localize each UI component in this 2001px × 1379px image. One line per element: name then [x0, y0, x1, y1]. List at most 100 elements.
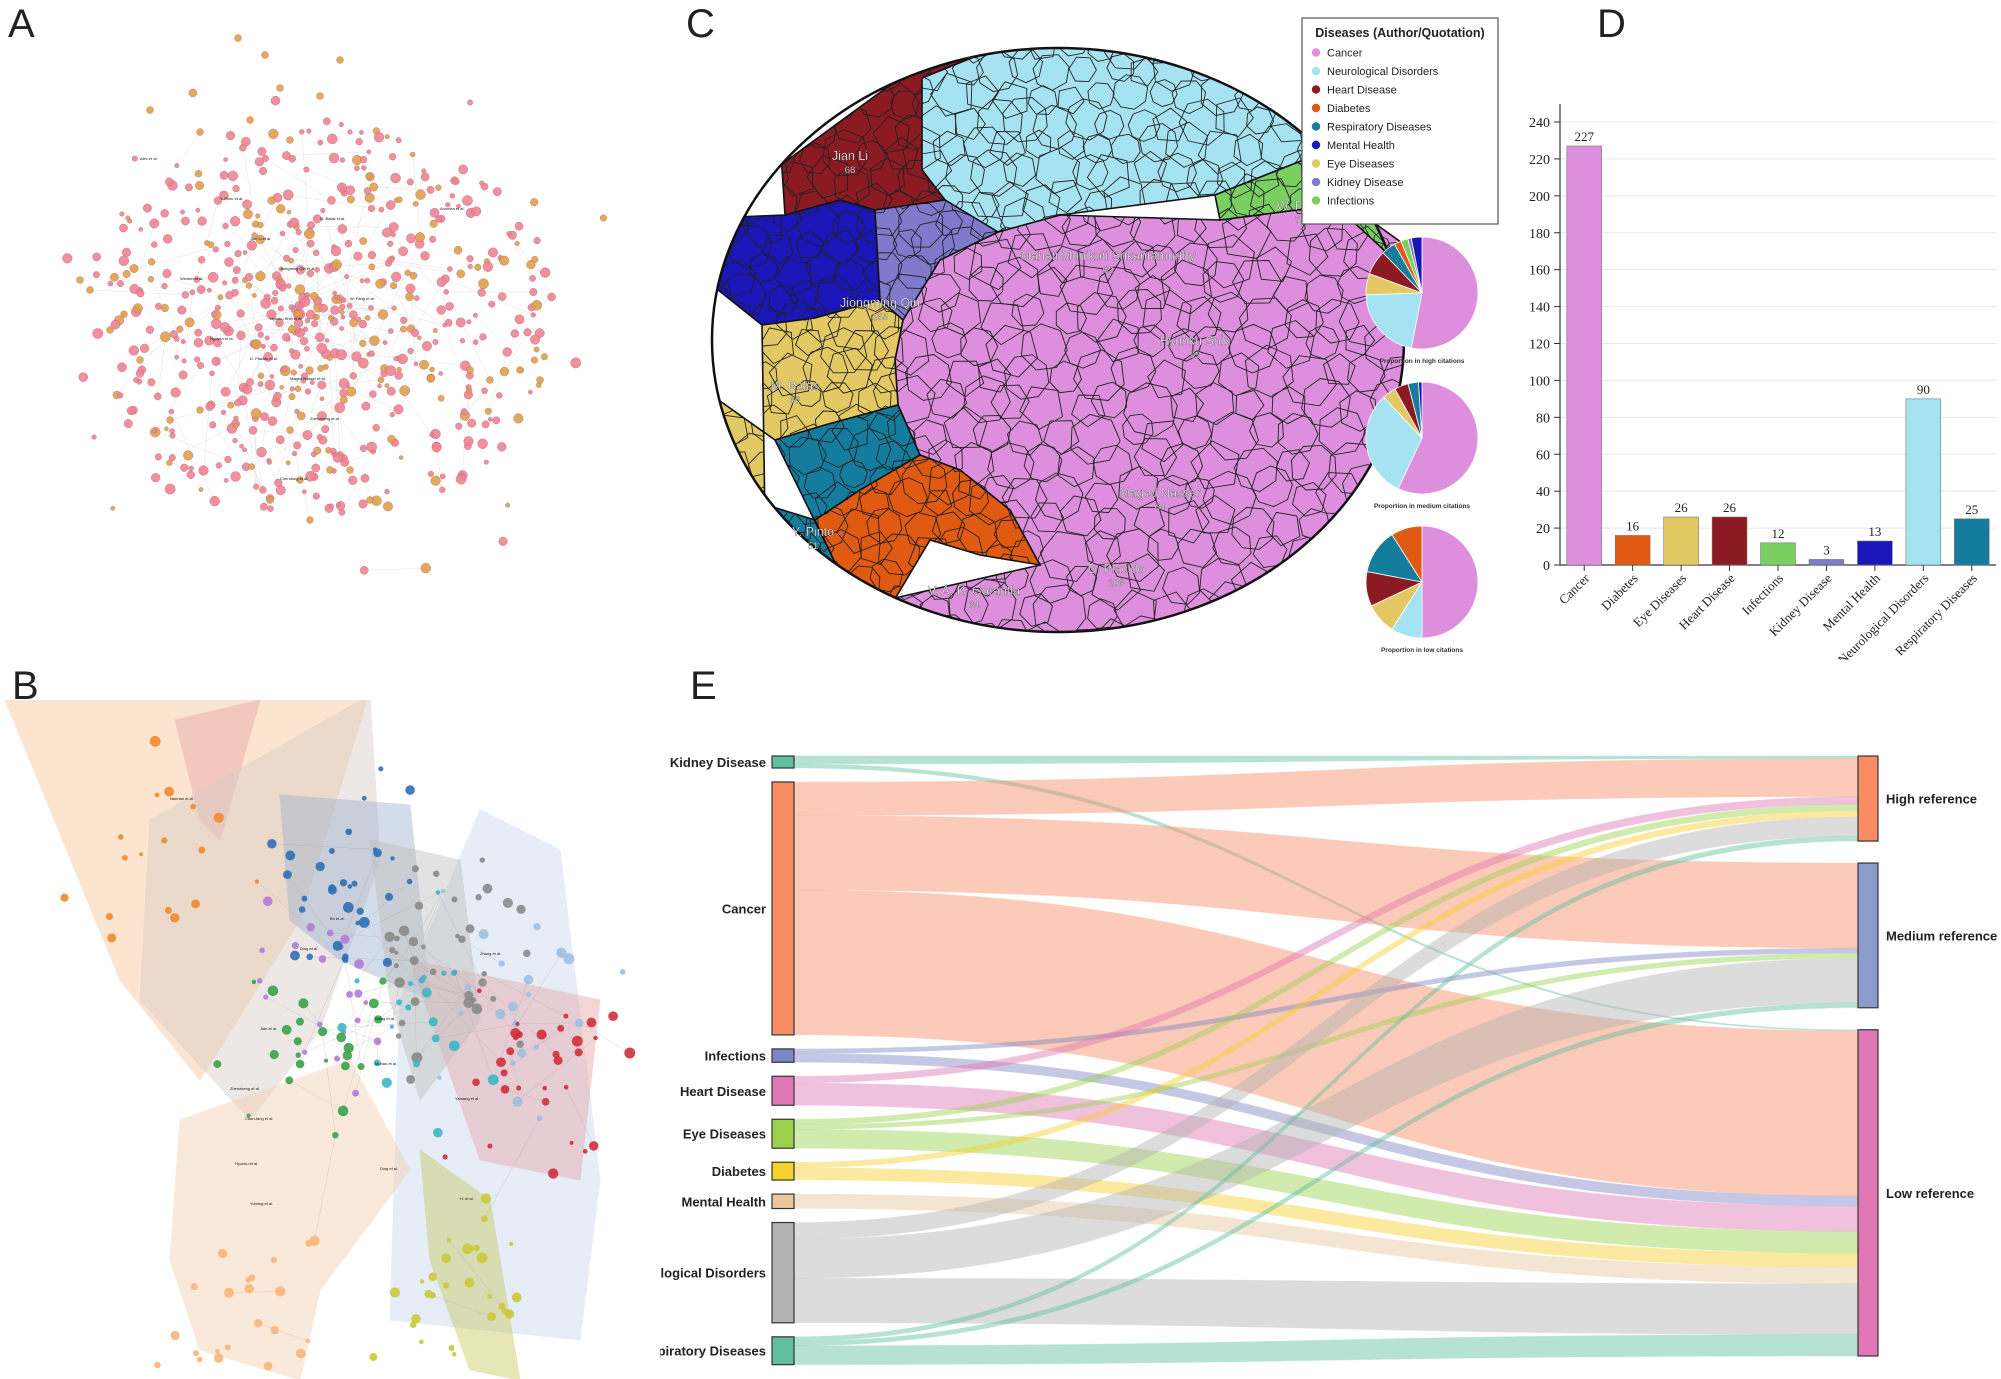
voronoi-cell [1165, 121, 1208, 168]
cluster-node [213, 1060, 222, 1068]
cluster-node [351, 880, 358, 887]
network-node [116, 280, 124, 288]
author-name: V. A. K. Gorantla [928, 584, 1020, 598]
panel-letter-c: C [686, 2, 715, 46]
network-node [455, 317, 466, 328]
network-node [466, 255, 474, 263]
cluster-node [398, 1019, 406, 1027]
sankey-source-node [771, 1048, 795, 1063]
network-node [529, 275, 536, 282]
network-edge [307, 266, 372, 296]
voronoi-cell [1141, 420, 1184, 463]
network-node [531, 300, 543, 311]
voronoi-cell [700, 489, 706, 520]
cluster-node [267, 838, 277, 849]
network-node [160, 303, 169, 313]
network-node [304, 345, 310, 352]
cluster-node [420, 944, 426, 950]
network-node [217, 294, 224, 301]
network-node [231, 276, 239, 284]
network-node [410, 328, 419, 337]
voronoi-cell [953, 48, 997, 64]
network-node [412, 200, 419, 207]
cluster-node [563, 1084, 569, 1090]
network-node [377, 383, 382, 389]
network-node [442, 322, 447, 328]
network-node [168, 454, 176, 462]
network-edge [436, 446, 443, 490]
cluster-edge [391, 982, 400, 1027]
cluster-node [337, 1105, 349, 1117]
network-edge [464, 390, 485, 416]
network-node [359, 130, 364, 135]
voronoi-cell [817, 427, 859, 468]
network-node [369, 182, 379, 192]
cluster-node [510, 1060, 516, 1066]
network-node [421, 168, 427, 174]
bar [1857, 540, 1893, 566]
network-node [180, 209, 185, 215]
network-node [281, 365, 288, 373]
cluster-node [248, 1274, 256, 1282]
network-node [311, 463, 321, 473]
voronoi-cell [790, 280, 820, 310]
legend-marker [1311, 177, 1321, 187]
voronoi-cell [788, 436, 827, 476]
network-node [359, 444, 367, 452]
network-node [195, 181, 204, 190]
network-node [176, 325, 184, 333]
cluster-node [448, 1040, 460, 1052]
network-node [117, 362, 127, 373]
cluster-node [442, 1154, 448, 1160]
cluster-edge [358, 977, 425, 994]
voronoi-cell [768, 284, 799, 315]
cluster-edge [256, 881, 346, 961]
voronoi-cell [873, 326, 903, 370]
cluster-edge [322, 1019, 379, 1032]
network-node [294, 408, 300, 415]
network-node [364, 315, 371, 321]
network-edge [341, 451, 374, 513]
network-labels: Jian Li et al. Jiongming Qin et al. Hyunku… [140, 156, 464, 481]
cluster-node [512, 1034, 519, 1041]
network-node [326, 466, 334, 474]
cluster-node [301, 895, 308, 902]
voronoi-cell [796, 190, 828, 216]
legend-marker [1311, 122, 1321, 131]
cluster-node [306, 953, 314, 961]
voronoi-cell [774, 505, 780, 555]
network-edge [343, 299, 445, 326]
voronoi-cell [976, 50, 1019, 93]
cluster-node [487, 1293, 493, 1299]
network-node [346, 466, 354, 474]
cluster-node [574, 1048, 583, 1057]
voronoi-cell [1157, 152, 1197, 193]
pie-slice [1365, 396, 1423, 490]
cluster-node [536, 1029, 547, 1040]
author-value: 106 [1108, 578, 1124, 589]
network-node [306, 239, 315, 248]
network-label: Jiongming Qin et al. [280, 266, 315, 271]
network-node [91, 434, 97, 440]
voronoi-cell [856, 628, 891, 660]
network-node [257, 147, 267, 156]
cluster-edge [413, 890, 444, 942]
network-node [194, 170, 203, 178]
voronoi-cell [1106, 53, 1135, 82]
cluster-node [480, 1193, 492, 1204]
network-node [459, 338, 466, 344]
voronoi-cell [875, 200, 895, 215]
network-node [306, 269, 315, 278]
network-node [255, 213, 261, 219]
voronoi-cell [1020, 323, 1068, 371]
sankey-link [793, 1334, 1859, 1365]
network-node [540, 353, 548, 361]
cluster-edge [423, 977, 502, 1063]
voronoi-cell [700, 381, 708, 414]
network-node [533, 346, 540, 353]
network-node [395, 137, 402, 144]
voronoi-cell [976, 98, 1023, 145]
voronoi-cell [905, 354, 952, 401]
cluster-node [516, 1085, 522, 1091]
network-node [328, 503, 334, 509]
